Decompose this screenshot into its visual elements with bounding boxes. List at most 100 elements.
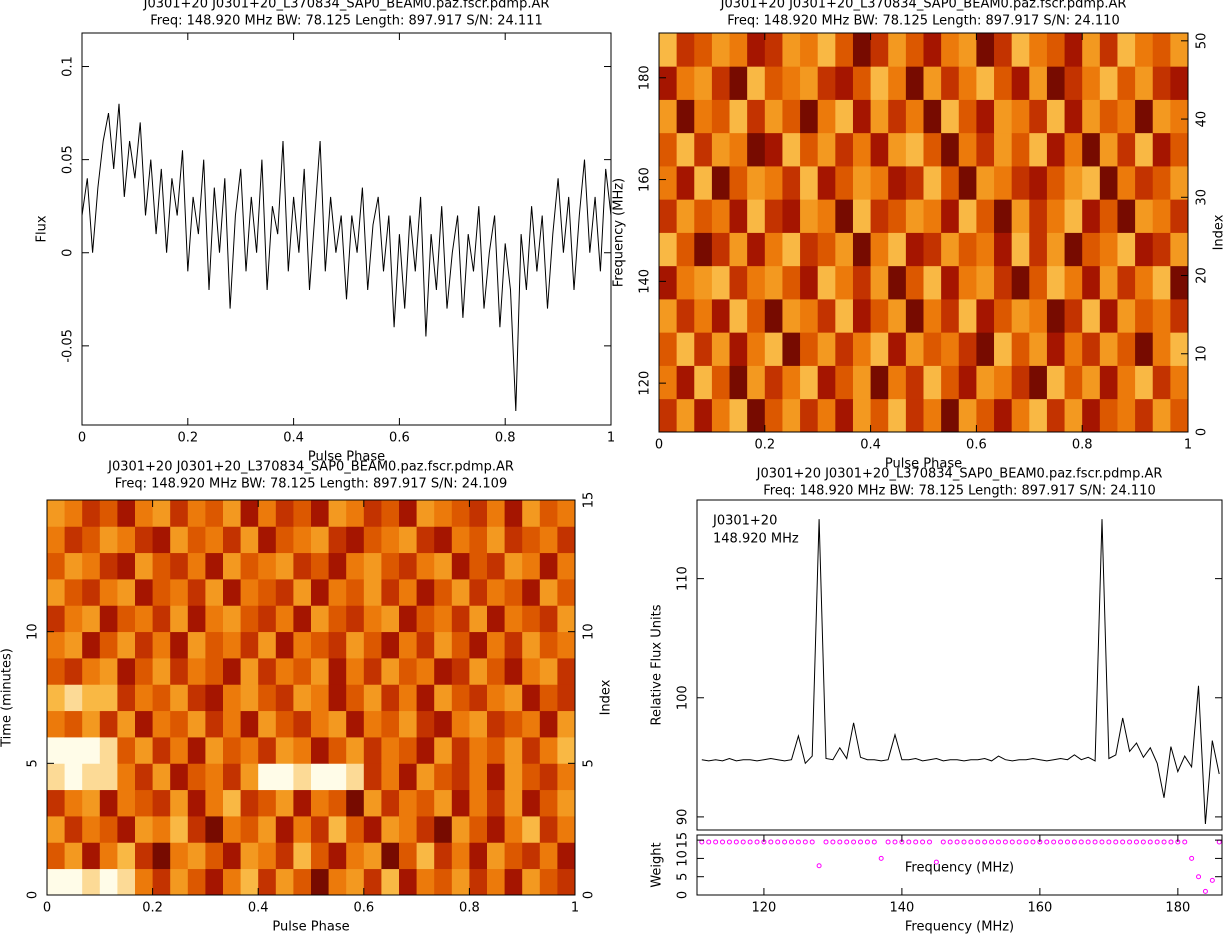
heatmap-cell [170,842,189,870]
heatmap-cell [1170,33,1189,67]
heatmap-cell [800,265,819,300]
heatmap-cell [1029,232,1048,267]
heatmap-cell [976,99,995,134]
y2-tick-label: 0 [1195,428,1210,436]
heatmap-cell [800,166,819,200]
heatmap-cell [1011,299,1030,333]
heatmap-cell [363,552,382,580]
heatmap-cell [275,737,294,764]
heatmap-cell [958,265,977,300]
heatmap-cell [1117,66,1136,100]
heatmap-cell [451,816,470,843]
heatmap-cell [1152,232,1171,267]
chart-subtitle: Freq: 148.920 MHz BW: 78.125 Length: 897… [150,14,542,29]
heatmap-cell [469,763,488,791]
heatmap-cell [764,66,783,100]
heatmap-cell [1082,199,1101,233]
heatmap-cell [311,579,329,606]
heatmap-cell [381,737,400,764]
heatmap-cell [1135,199,1154,233]
heatmap-cell [504,710,523,738]
x-tick-label: 0.2 [177,431,198,446]
heatmap-cell [311,737,329,764]
heatmap-cell [994,99,1013,134]
annotation: 148.920 MHz [713,532,799,547]
weight-point [844,839,850,845]
x-tick-label: 0.6 [353,901,374,916]
y-axis-label: Flux [35,215,50,242]
heatmap-cell [1029,365,1048,400]
heatmap-cell [135,552,153,580]
heatmap-cell [1029,166,1048,200]
heatmap-cell [835,66,854,100]
heatmap-cell [205,816,224,843]
heatmap-cell [64,684,83,712]
heatmap-cell [764,365,783,400]
heatmap-cell [976,199,995,233]
heatmap-cell [469,579,488,606]
heatmap-cell [469,789,488,817]
heatmap-cell [487,816,505,843]
heatmap-cell [1046,332,1065,366]
heatmap-cell [905,166,924,200]
heatmap-cell [117,868,136,896]
heatmap-cell [1011,265,1030,300]
heatmap-cell [729,33,748,67]
heatmap-cell [82,842,101,870]
y-tick-label: 140 [638,269,653,294]
heatmap-cell [504,579,523,606]
x-tick-label: 0.4 [248,901,269,916]
y-tick-label: 0 [676,891,691,899]
heatmap-cell [311,842,329,870]
heatmap-cell [994,332,1013,366]
heatmap-cell [888,199,907,233]
heatmap-cell [152,658,171,685]
heatmap-cell [1170,132,1189,167]
heatmap-cell [311,710,329,738]
heatmap-cell [363,526,382,554]
heatmap-cell [711,199,730,233]
heatmap-cell [187,710,206,738]
heatmap-cell [676,398,695,433]
heatmap-cell [1117,365,1136,400]
heatmap-cell [64,737,83,764]
heatmap-cell [1117,132,1136,167]
heatmap-cell [170,579,189,606]
weight-point [1051,839,1057,845]
heatmap-cell [399,710,417,738]
heatmap-cell [1029,66,1048,100]
heatmap-cell [1064,365,1083,400]
heatmap-cell [711,299,730,333]
heatmap-cell [311,552,329,580]
heatmap-cell [1099,33,1118,67]
heatmap-cell [135,868,153,896]
heatmap-cell [240,658,259,685]
heatmap-cell [346,631,365,659]
heatmap-cell [311,605,329,633]
heatmap-cell [764,199,783,233]
y2-tick-label: 50 [1195,33,1210,50]
heatmap-cell [976,332,995,366]
heatmap-cell [729,132,748,167]
heatmap-cell [434,737,453,764]
heatmap-cell [817,99,836,134]
heatmap-cell [888,265,907,300]
heatmap-cell [888,398,907,433]
heatmap-cell [117,842,136,870]
heatmap-cell [1011,33,1030,67]
heatmap-cell [958,33,977,67]
heatmap-cell [117,552,136,580]
heatmap-cell [504,684,523,712]
heatmap-cell [487,842,505,870]
heatmap-cell [99,631,118,659]
heatmap-cell [994,232,1013,267]
heatmap-cell [82,789,101,817]
heatmap-cell [522,816,541,843]
heatmap-cell [487,500,505,527]
heatmap-cell [835,99,854,134]
heatmap-cell [764,166,783,200]
weight-point [1209,877,1215,883]
heatmap-cell [117,500,136,527]
heatmap-cell [1046,398,1065,433]
x-axis-label: Frequency (MHz) [905,920,1014,935]
